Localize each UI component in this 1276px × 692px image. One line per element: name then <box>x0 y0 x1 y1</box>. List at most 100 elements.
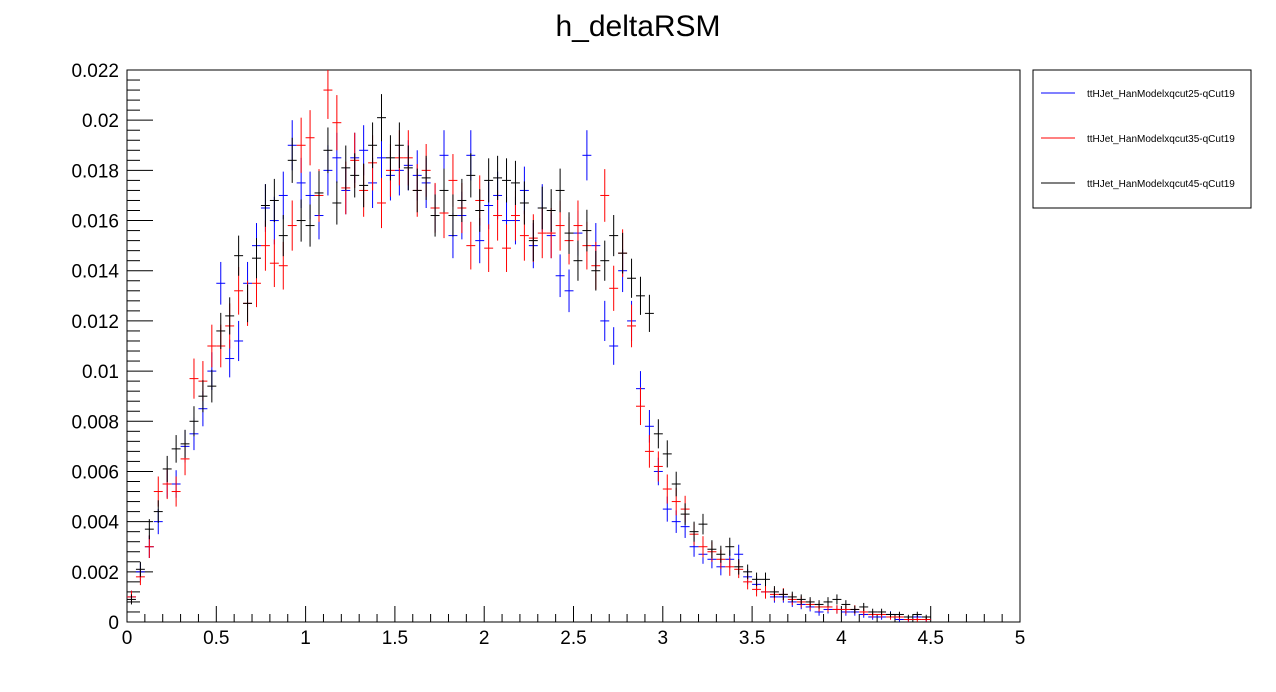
data-point <box>207 324 217 368</box>
data-point <box>832 605 842 614</box>
data-point <box>403 145 413 191</box>
data-point <box>153 500 163 523</box>
data-point <box>493 155 503 200</box>
data-point <box>502 158 511 203</box>
data-point <box>680 503 690 525</box>
data-point <box>859 602 869 611</box>
data-point <box>430 194 440 237</box>
data-point <box>698 513 708 535</box>
data-point <box>332 181 342 225</box>
data-point <box>207 369 217 403</box>
legend-label: ttHJet_HanModelxqcut25-qCut19 <box>1087 89 1235 100</box>
data-point <box>787 591 797 603</box>
data-point <box>296 199 306 242</box>
data-point <box>912 617 922 622</box>
data-point <box>144 519 154 540</box>
data-point <box>439 168 449 213</box>
data-point <box>475 189 485 232</box>
x-tick-label: 5 <box>1015 628 1026 649</box>
data-point <box>377 177 386 229</box>
data-point <box>135 561 145 577</box>
x-tick-label: 1.5 <box>382 628 408 649</box>
data-point <box>609 215 619 257</box>
data-point <box>332 95 342 151</box>
series-layer <box>127 70 931 622</box>
data-point <box>805 597 815 607</box>
data-point <box>912 611 922 618</box>
data-point <box>671 471 681 497</box>
data-point <box>350 153 360 198</box>
data-point <box>359 163 369 208</box>
y-tick-label: 0 <box>108 613 119 634</box>
data-point <box>761 572 770 587</box>
x-tick-label: 4.5 <box>917 628 943 649</box>
data-point <box>412 168 422 213</box>
data-point <box>323 70 333 119</box>
data-point <box>502 224 511 272</box>
data-point <box>528 220 538 262</box>
data-point <box>564 212 574 254</box>
data-point <box>323 127 333 174</box>
data-point <box>385 135 395 181</box>
data-point <box>198 380 208 413</box>
x-tick-label: 2.5 <box>560 628 586 649</box>
x-tick-label: 1 <box>300 628 311 649</box>
data-point <box>216 261 226 305</box>
data-point <box>189 358 199 399</box>
data-point <box>877 608 887 616</box>
data-point <box>814 600 824 609</box>
data-point <box>252 238 261 279</box>
legend: ttHJet_HanModelxqcut25-qCut19 ttHJet_HanM… <box>1032 69 1252 209</box>
data-point <box>260 220 270 271</box>
data-point <box>725 537 735 556</box>
data-point <box>636 276 645 315</box>
x-tick-label: 4 <box>836 628 847 649</box>
data-point <box>555 168 565 213</box>
data-point <box>171 476 181 507</box>
data-point <box>618 232 628 274</box>
data-point <box>564 269 574 313</box>
data-point <box>903 614 913 620</box>
data-point <box>162 455 172 482</box>
data-point <box>769 586 779 598</box>
data-point <box>225 297 235 335</box>
data-point <box>448 194 458 237</box>
data-point <box>743 564 753 580</box>
x-tick-label: 3.5 <box>739 628 765 649</box>
data-point <box>127 594 136 605</box>
legend-item: ttHJet_HanModelxqcut35-qCut19 <box>1041 134 1235 145</box>
axes: 0 0.5 1 1.5 2 2.5 3 3.5 4 4.5 5 0 0.002 0.004 0.006 0.0… <box>71 61 1025 649</box>
data-point <box>180 429 190 458</box>
data-point <box>269 239 279 288</box>
data-point <box>234 320 244 362</box>
data-point <box>171 435 181 463</box>
data-point <box>341 145 351 191</box>
data-point <box>457 178 467 223</box>
y-tick-label: 0.016 <box>71 212 119 233</box>
data-point <box>234 235 244 276</box>
data-point <box>537 186 547 230</box>
data-point <box>368 122 378 169</box>
legend-label: ttHJet_HanModelxqcut45-qCut19 <box>1087 179 1235 190</box>
data-point <box>609 327 619 365</box>
x-tick-label: 3 <box>658 628 669 649</box>
data-point <box>796 594 806 605</box>
data-point <box>216 312 226 350</box>
data-point <box>841 600 851 609</box>
data-point <box>823 597 833 607</box>
data-point <box>850 605 860 614</box>
y-tick-label: 0.01 <box>82 362 119 383</box>
data-point <box>725 557 735 576</box>
data-point <box>886 611 895 618</box>
y-tick-label: 0.014 <box>71 262 119 283</box>
y-tick-label: 0.002 <box>71 563 119 584</box>
data-point <box>761 585 770 599</box>
x-tick-label: 0.5 <box>203 628 229 649</box>
plot-frame <box>126 69 1021 623</box>
data-point <box>394 122 404 169</box>
data-point <box>627 304 637 348</box>
x-tick-label: 2 <box>479 628 490 649</box>
legend-label: ttHJet_HanModelxqcut35-qCut19 <box>1087 134 1235 145</box>
data-point <box>305 204 315 247</box>
